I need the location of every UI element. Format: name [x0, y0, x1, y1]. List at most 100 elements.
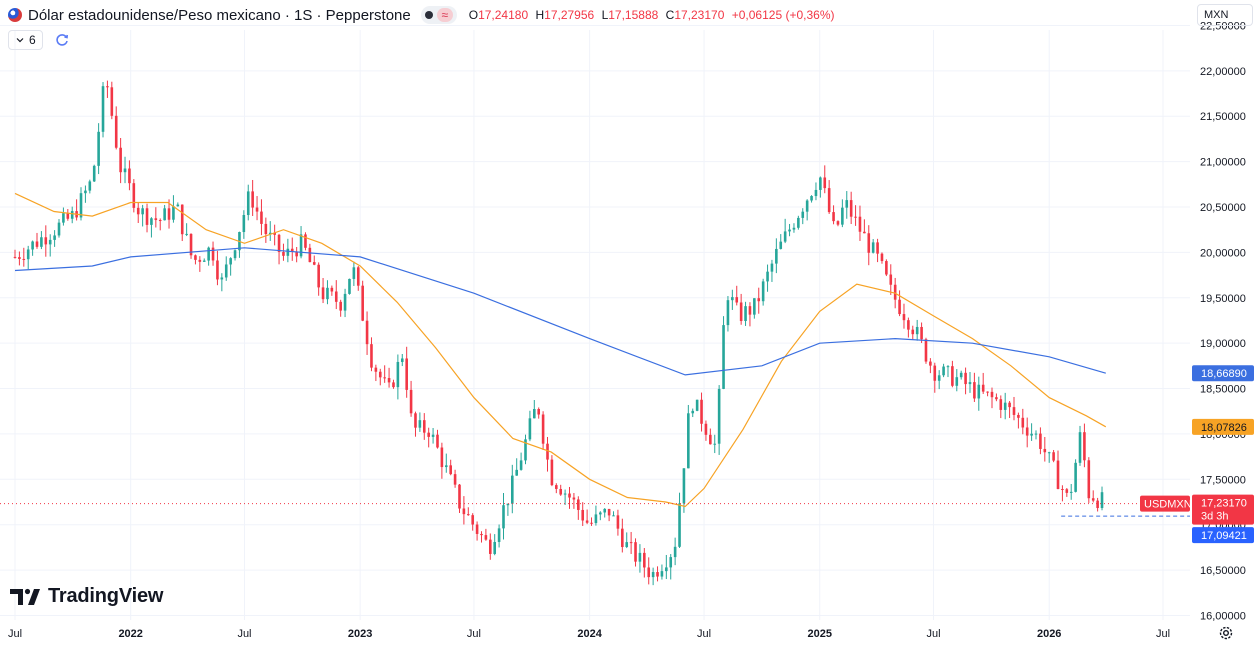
candle-up [1100, 492, 1104, 509]
candle-down [277, 234, 281, 252]
candle-up [352, 267, 356, 279]
candle-down [1021, 417, 1025, 428]
y-tick-label: 16,00000 [1200, 610, 1246, 622]
candle-down [854, 216, 857, 218]
x-tick-label: Jul [697, 628, 711, 640]
candle-down [374, 367, 378, 372]
candle-up [792, 227, 796, 230]
candle-up [766, 271, 769, 282]
candle-down [312, 262, 316, 265]
candle-up [207, 247, 210, 261]
gear-icon[interactable] [1217, 624, 1235, 642]
candle-up [779, 241, 783, 249]
candle-up [673, 546, 677, 558]
candle-up [268, 232, 272, 235]
candle-down [577, 499, 580, 510]
candle-down [885, 261, 888, 275]
y-tick-label: 22,50000 [1200, 20, 1246, 32]
candle-up [70, 211, 74, 219]
tradingview-logo[interactable]: TradingView [10, 585, 163, 608]
candle-down [541, 414, 545, 444]
candle-up [246, 191, 250, 216]
candle-up [841, 207, 844, 225]
y-tick-label: 18,50000 [1200, 384, 1246, 396]
candle-down [880, 253, 884, 262]
candle-down [1012, 407, 1016, 415]
market-status-pill[interactable]: ≈ [420, 6, 457, 24]
candle-down [836, 221, 840, 225]
candle-up [937, 375, 941, 381]
candle-up [202, 260, 206, 262]
candle-up [510, 475, 514, 504]
candle-up [79, 193, 83, 218]
candle-down [119, 147, 122, 173]
chart-header: Dólar estadounidense/Peso mexicano · 1S … [0, 0, 1190, 30]
candle-up [1078, 432, 1082, 463]
candle-down [361, 285, 364, 321]
high-value: 17,27956 [544, 8, 595, 22]
candle-down [110, 87, 114, 116]
symbol-tag-text: USDMXN [1144, 499, 1192, 511]
currency-selector[interactable]: MXN [1197, 4, 1253, 26]
candle-up [242, 215, 246, 233]
candle-up [26, 249, 30, 260]
candle-down [858, 216, 862, 232]
candle-down [35, 241, 39, 247]
candle-up [53, 235, 56, 240]
indicator-controls: 6 [8, 30, 71, 50]
us-mx-flag-icon [8, 8, 22, 22]
last-price-value: 17,23170 [1201, 498, 1247, 510]
candle-down [981, 384, 985, 392]
candle-down [863, 231, 866, 234]
candle-down [273, 232, 276, 235]
candle-up [48, 239, 52, 245]
candle-down [924, 339, 928, 362]
change-value: +0,06125 (+0,36%) [731, 8, 835, 22]
close-value: 17,23170 [674, 8, 725, 22]
candle-up [515, 469, 518, 476]
candle-down [1039, 433, 1042, 449]
candle-up [229, 258, 232, 265]
candle-down [581, 509, 585, 521]
candle-up [871, 242, 875, 253]
candle-down [973, 382, 976, 399]
candle-down [832, 212, 835, 222]
tradingview-logo-text: TradingView [48, 585, 164, 607]
candle-down [466, 514, 470, 516]
candle-down [546, 443, 549, 460]
candle-up [761, 281, 765, 302]
candle-down [198, 259, 202, 262]
candle-down [964, 372, 967, 385]
candle-down [827, 188, 831, 213]
candle-down [867, 233, 871, 253]
last-price-label [1192, 494, 1254, 525]
candle-up [519, 460, 523, 470]
delayed-data-icon: ≈ [436, 8, 453, 22]
candle-down [929, 361, 932, 366]
low-value: 17,15888 [608, 8, 659, 22]
candle-down [700, 399, 703, 424]
candle-up [713, 443, 717, 445]
market-status-dot-icon [424, 11, 433, 19]
candle-up [150, 218, 153, 225]
candle-up [348, 278, 351, 294]
candle-up [326, 287, 329, 300]
candle-up [612, 515, 615, 517]
candle-down [739, 302, 743, 322]
candle-down [907, 320, 910, 330]
refresh-button[interactable] [53, 31, 71, 49]
candle-down [167, 208, 171, 220]
candle-up [141, 208, 144, 215]
candle-up [431, 434, 435, 437]
candle-down [308, 247, 312, 263]
candle-up [101, 86, 105, 132]
candle-up [1047, 452, 1051, 454]
candle-down [572, 497, 576, 500]
symbol-title[interactable]: Dólar estadounidense/Peso mexicano · 1S … [28, 6, 411, 24]
candle-down [330, 287, 334, 292]
candle-up [299, 234, 303, 257]
candle-down [458, 484, 461, 509]
candle-down [180, 204, 184, 235]
indicators-toggle[interactable]: 6 [8, 30, 43, 50]
